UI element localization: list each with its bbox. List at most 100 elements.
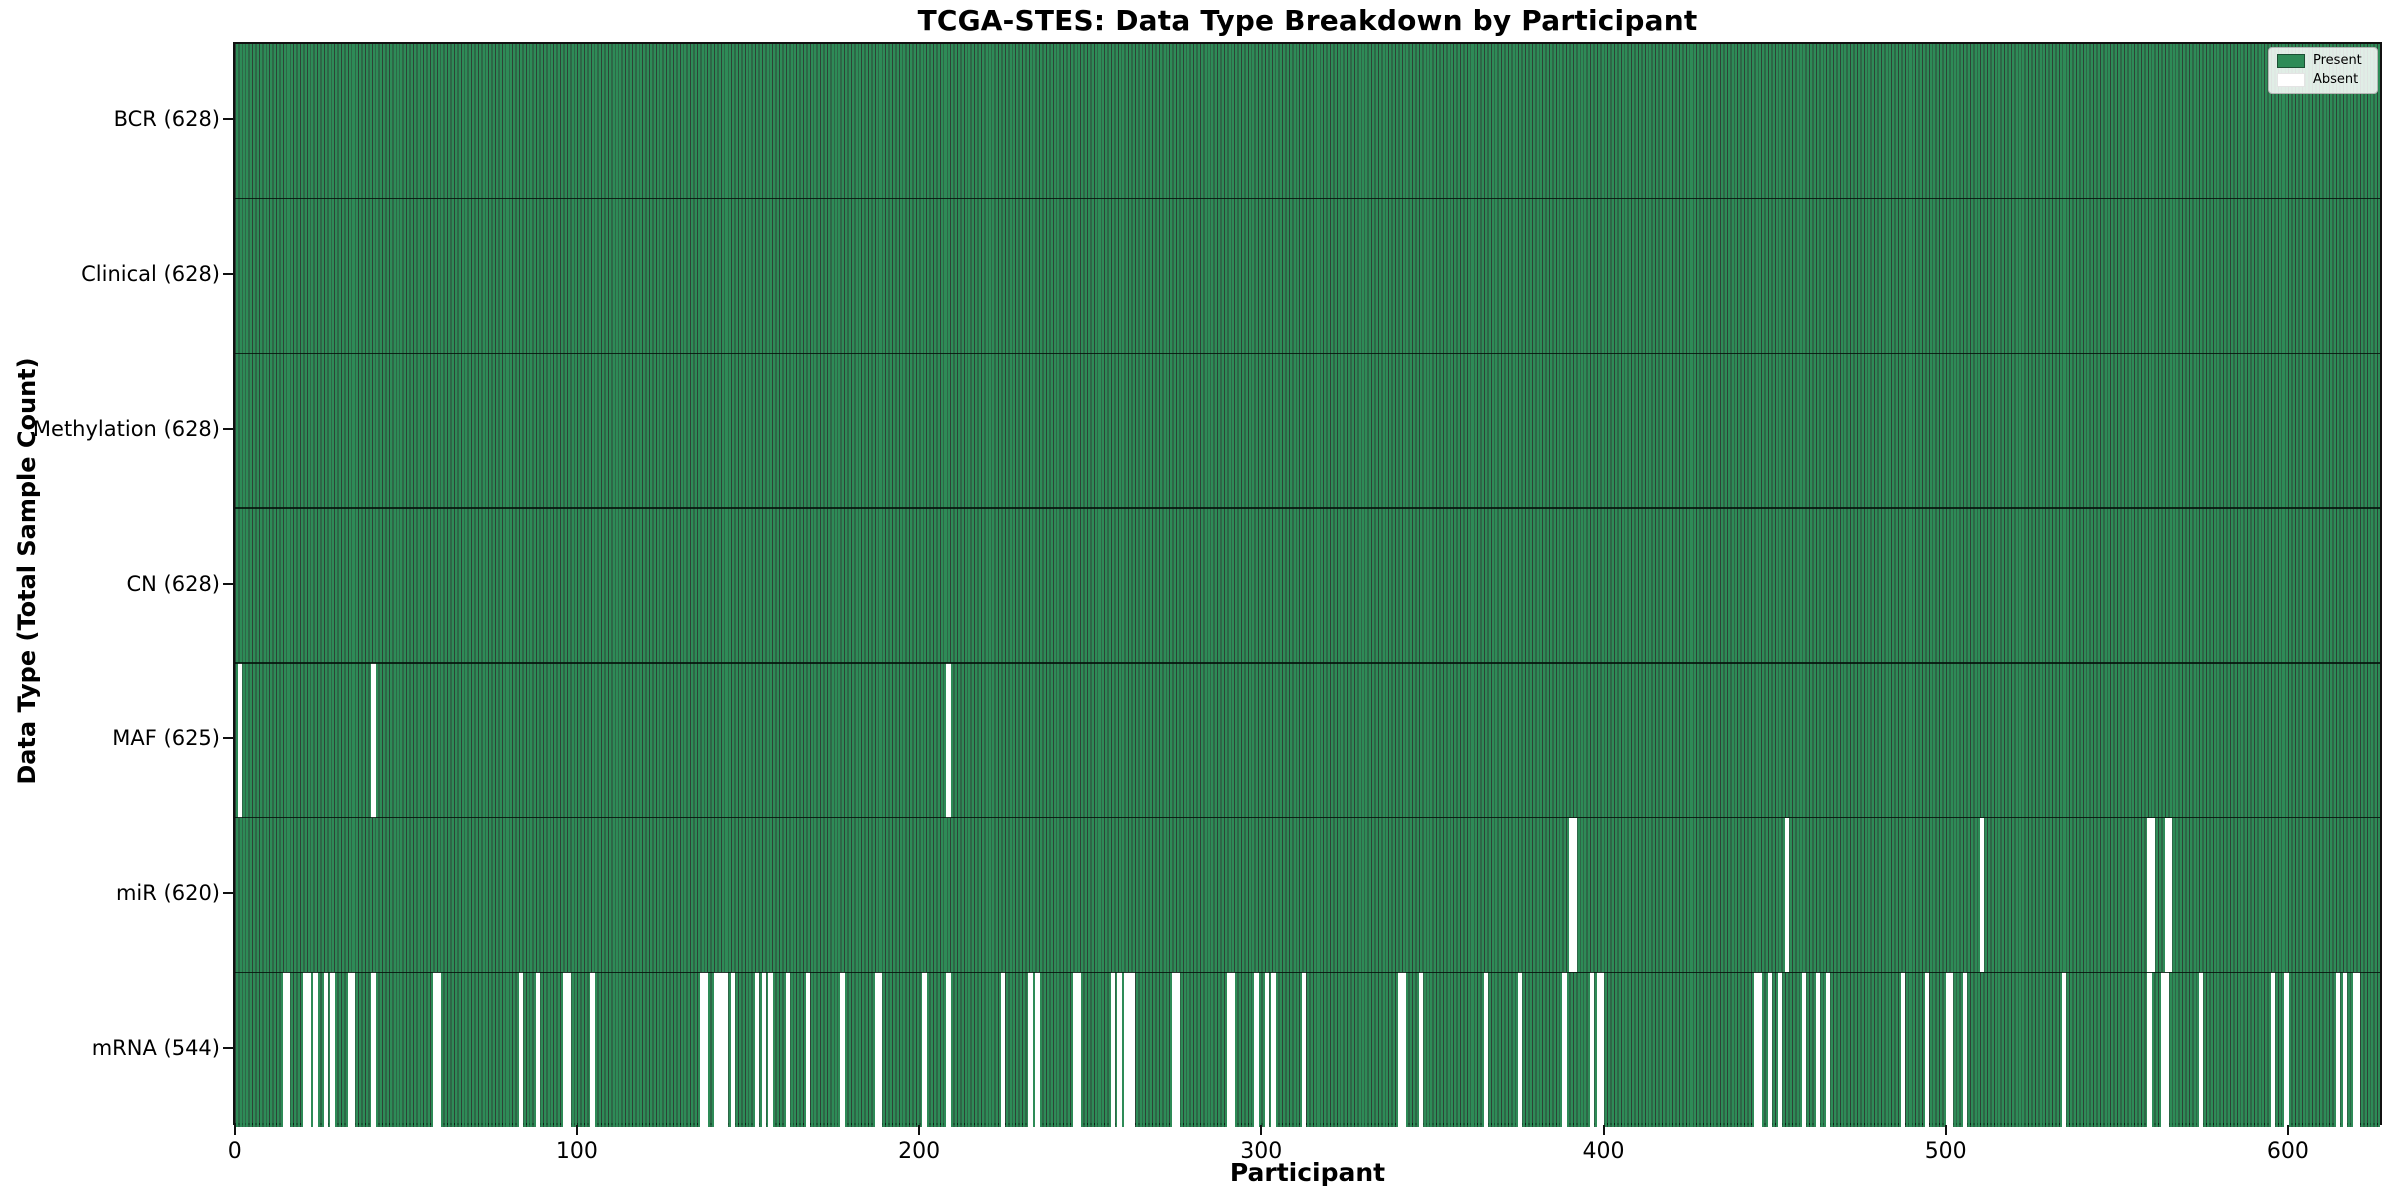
chart-title: TCGA-STES: Data Type Breakdown by Partic… (917, 4, 1698, 37)
absent-mark (1572, 817, 1577, 973)
absent-mark (2061, 972, 2067, 1127)
absent-mark (1127, 972, 1132, 1127)
absent-mark (806, 972, 811, 1127)
row-mRNA (235, 972, 2380, 1127)
absent-mark (2198, 972, 2204, 1127)
absent-mark (713, 972, 718, 1127)
absent-mark (840, 972, 845, 1127)
row-CN (235, 508, 2380, 663)
absent-mark (2150, 817, 2156, 973)
row-miR (235, 817, 2380, 973)
y-tick-mark (223, 118, 233, 121)
y-tick-label-Methylation: Methylation (628) (32, 416, 220, 441)
absent-mark (1815, 972, 1820, 1127)
absent-mark (1757, 972, 1762, 1127)
absent-mark (238, 662, 243, 818)
absent-mark (350, 972, 356, 1127)
row-divider (235, 662, 2380, 664)
absent-mark (761, 972, 766, 1127)
x-tick-label: 300 (1240, 1139, 1283, 1164)
absent-mark (313, 972, 318, 1127)
absent-mark (717, 972, 722, 1127)
absent-mark (518, 972, 523, 1127)
absent-mark (1264, 972, 1269, 1127)
absent-mark (877, 972, 883, 1127)
absent-mark (1901, 972, 1906, 1127)
absent-mark (436, 972, 441, 1127)
absent-mark (723, 972, 729, 1127)
legend-item-absent: Absent (2277, 73, 2369, 87)
absent-mark (1589, 972, 1594, 1127)
row-Clinical (235, 198, 2380, 354)
absent-mark (1979, 817, 1985, 973)
y-tick-mark (223, 737, 233, 740)
legend: Present Absent (2268, 47, 2378, 94)
absent-mark (946, 972, 951, 1127)
absent-mark (1035, 972, 1040, 1127)
x-tick-mark (575, 1125, 578, 1135)
absent-mark (1398, 972, 1403, 1127)
absent-mark (1949, 972, 1954, 1127)
absent-mark (874, 972, 879, 1127)
absent-mark (1124, 972, 1129, 1127)
absent-mark (1401, 972, 1406, 1127)
x-tick-mark (1260, 1125, 1263, 1135)
x-tick-mark (233, 1125, 236, 1135)
absent-mark (1753, 972, 1759, 1127)
absent-mark (1418, 972, 1423, 1127)
absent-mark (1825, 972, 1831, 1127)
y-tick-mark (223, 427, 233, 430)
y-tick-mark (223, 1046, 233, 1049)
row-Methylation (235, 353, 2380, 509)
legend-label-absent: Absent (2313, 72, 2359, 87)
absent-mark (730, 972, 735, 1127)
absent-mark (1767, 972, 1772, 1127)
absent-mark (922, 972, 927, 1127)
plot-area (233, 42, 2382, 1127)
row-divider (235, 971, 2380, 973)
x-axis-label: Participant (1229, 1158, 1386, 1187)
y-tick-label-mRNA: mRNA (544) (91, 1035, 220, 1060)
absent-mark (306, 972, 311, 1127)
absent-mark (2168, 817, 2173, 973)
x-tick-mark (1602, 1125, 1605, 1135)
legend-label-present: Present (2313, 53, 2362, 68)
absent-mark (323, 972, 328, 1127)
absent-mark (2161, 972, 2166, 1127)
y-tick-label-miR: miR (620) (115, 880, 220, 905)
absent-mark (1254, 972, 1259, 1127)
absent-mark (566, 972, 571, 1127)
absent-mark (303, 972, 308, 1127)
absent-mark (282, 972, 287, 1127)
absent-mark (1175, 972, 1180, 1127)
absent-mark (1072, 972, 1078, 1127)
absent-mark (1962, 972, 1967, 1127)
absent-mark (1569, 817, 1574, 973)
absent-mark (720, 972, 725, 1127)
y-tick-mark (223, 273, 233, 276)
absent-mark (1172, 972, 1177, 1127)
absent-mark (2342, 972, 2347, 1127)
absent-mark (2164, 972, 2169, 1127)
absent-mark (285, 972, 291, 1127)
row-BCR (235, 44, 2380, 199)
absent-mark (785, 972, 790, 1127)
absent-mark (2147, 817, 2152, 973)
y-tick-label-Clinical: Clinical (628) (81, 262, 220, 287)
absent-mark (1131, 972, 1136, 1127)
absent-mark (371, 662, 376, 818)
x-tick-label: 400 (1582, 1139, 1625, 1164)
row-divider (235, 198, 2380, 200)
row-divider (235, 816, 2380, 819)
absent-mark (1271, 972, 1276, 1127)
absent-mark (371, 972, 376, 1127)
absent-mark (2147, 972, 2152, 1127)
absent-mark (1945, 972, 1950, 1127)
absent-mark (1230, 972, 1235, 1127)
absent-mark (1925, 972, 1930, 1127)
absent-mark (330, 972, 335, 1127)
absent-mark (1076, 972, 1081, 1127)
absent-mark (754, 972, 759, 1127)
legend-item-present: Present (2277, 54, 2369, 68)
legend-swatch-present (2277, 54, 2305, 68)
